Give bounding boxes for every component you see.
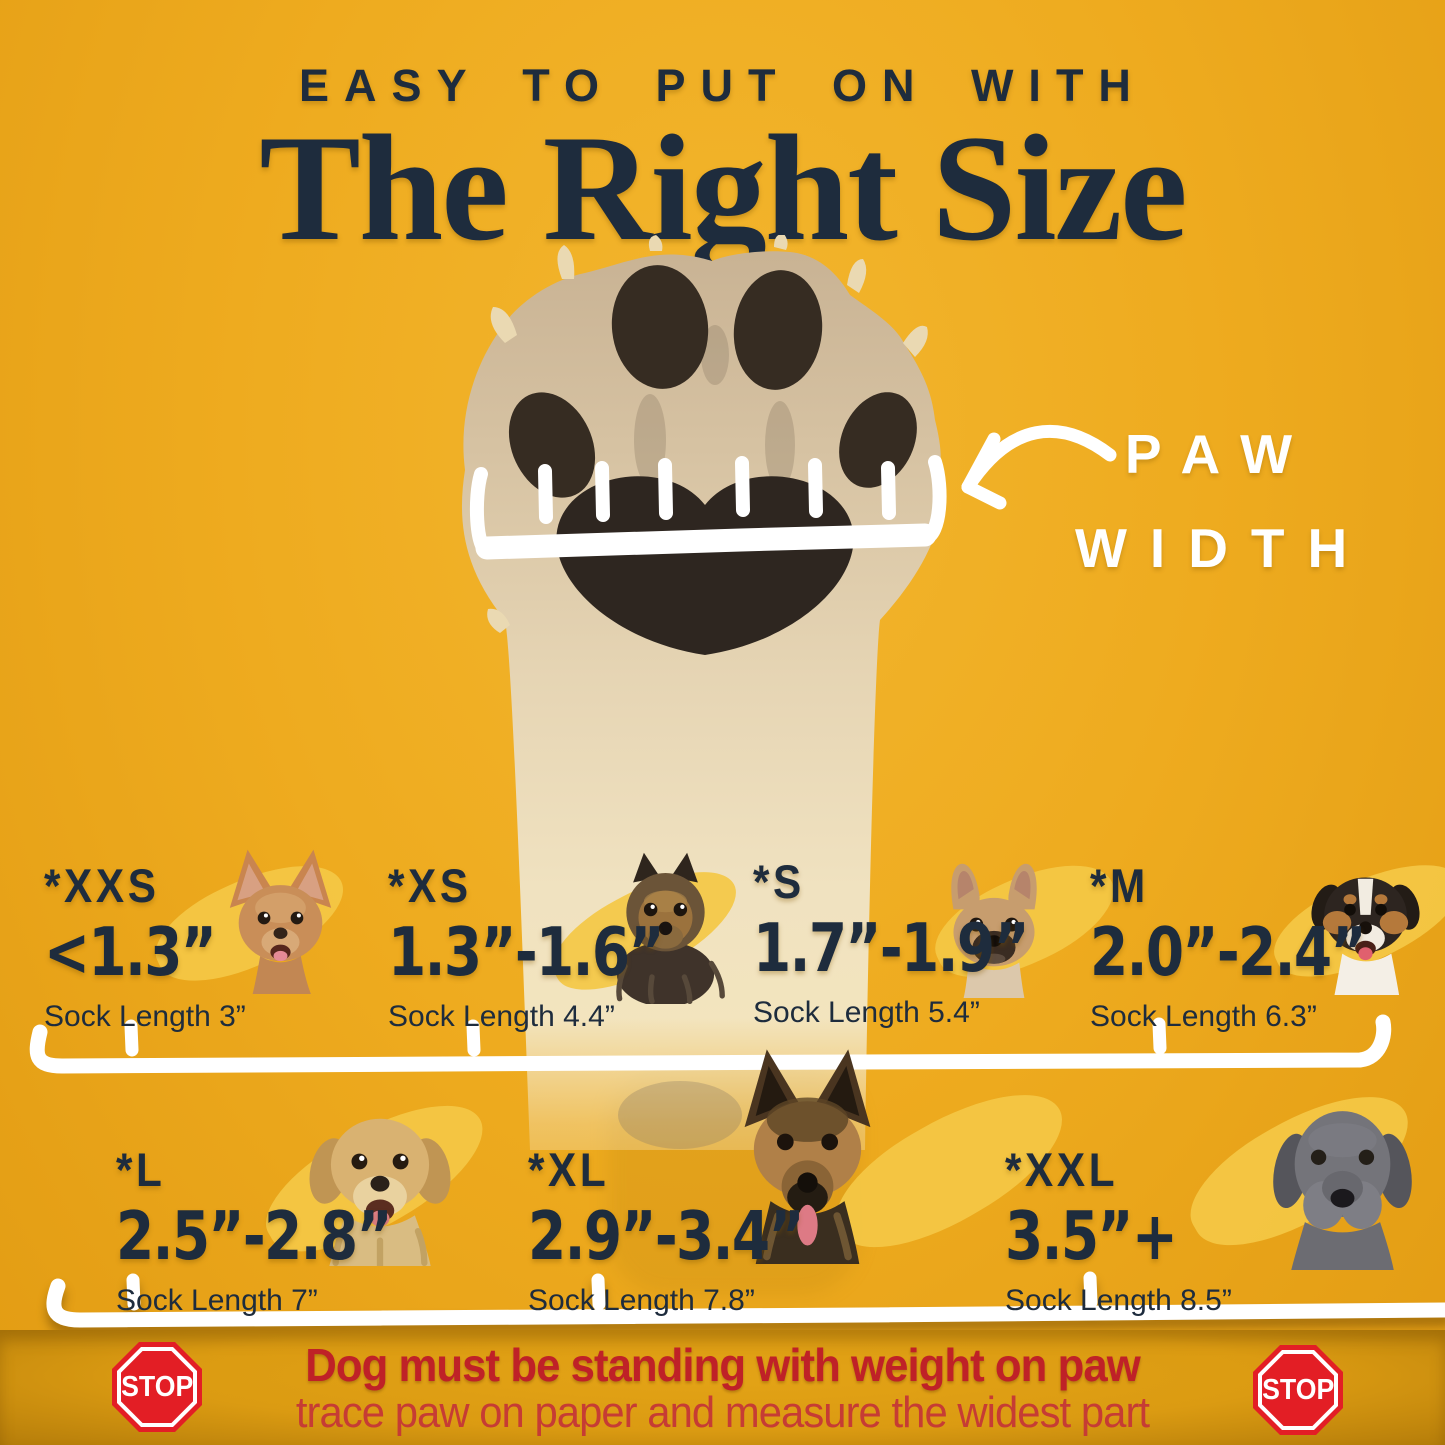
stop-sign-icon: STOP [112,1342,202,1432]
size-block-l: *L 2.5”-2.8” Sock Length 7” [116,1146,476,1316]
sock-length: Sock Length 8.5” [1005,1284,1232,1317]
size-range: 2.5”-2.8” [116,1197,393,1275]
dog-photo-yorkshire-terrier-puppy [616,852,725,1004]
stop-sign-icon: STOP [1253,1345,1343,1435]
size-range: 1.7”-1.9” [753,909,1030,987]
paw-width-ruler [469,455,947,560]
size-code: *L [116,1143,166,1196]
dog-photo-golden-retriever [309,1118,451,1266]
sock-length: Sock Length 7” [116,1284,318,1317]
size-code: *M [1090,859,1149,912]
size-code: *S [753,855,805,908]
paw-width-line2: WIDTH [1075,516,1371,579]
toe-pads [508,265,917,498]
header-kicker: EASY TO PUT ON WITH [299,60,1146,111]
size-block-s: *S 1.7”-1.9” Sock Length 5.4” [753,858,1113,1028]
stop-sign-label: STOP [120,1370,194,1403]
dog-photo-chihuahua [229,849,332,994]
size-range: 2.0”-2.4” [1090,913,1367,991]
size-range: 2.9”-3.4” [528,1197,805,1275]
sock-length: Sock Length 6.3” [1090,1000,1317,1033]
size-code: *XXS [44,859,160,912]
footer-warning-subtext: trace paw on paper and measure the wides… [295,1388,1150,1437]
dog-photo-german-shepherd [744,1049,871,1264]
size-block-xxs: *XXS <1.3” Sock Length 3” [44,862,404,1032]
sock-length: Sock Length 3” [44,1000,246,1033]
size-code: *XS [388,859,472,912]
sock-length: Sock Length 4.4” [388,1000,615,1033]
dog-photo-great-dane [1273,1111,1412,1270]
size-code: *XL [528,1143,610,1196]
curved-arrow-icon [961,424,1117,510]
sock-length: Sock Length 7.8” [528,1284,755,1317]
paw-claws [487,235,928,633]
size-block-m: *M 2.0”-2.4” Sock Length 6.3” [1090,862,1445,1032]
size-block-xs: *XS 1.3”-1.6” Sock Length 4.4” [388,862,748,1032]
paw-width-line1: PAW [1124,423,1316,485]
central-pad [556,476,854,655]
size-range: 1.3”-1.6” [388,913,665,991]
footer-warning-band: STOP STOP Dog must be standing with weig… [0,1330,1445,1445]
size-code: *XXL [1005,1143,1119,1196]
dog-photo-australian-shepherd [1311,877,1420,995]
stop-sign-label: STOP [1261,1373,1335,1406]
size-range: 3.5”+ [1005,1197,1178,1275]
size-block-xxl: *XXL 3.5”+ Sock Length 8.5” [1005,1146,1365,1316]
paw-width-label: PAW WIDTH [1075,408,1365,595]
footer-warning-heading: Dog must be standing with weight on paw [305,1339,1140,1391]
sock-length: Sock Length 5.4” [753,996,980,1029]
size-block-xl: *XL 2.9”-3.4” Sock Length 7.8” [528,1146,888,1316]
size-range: <1.3” [44,913,217,991]
dog-photo-french-bulldog [951,863,1037,998]
page-title: The Right Size [259,104,1187,272]
